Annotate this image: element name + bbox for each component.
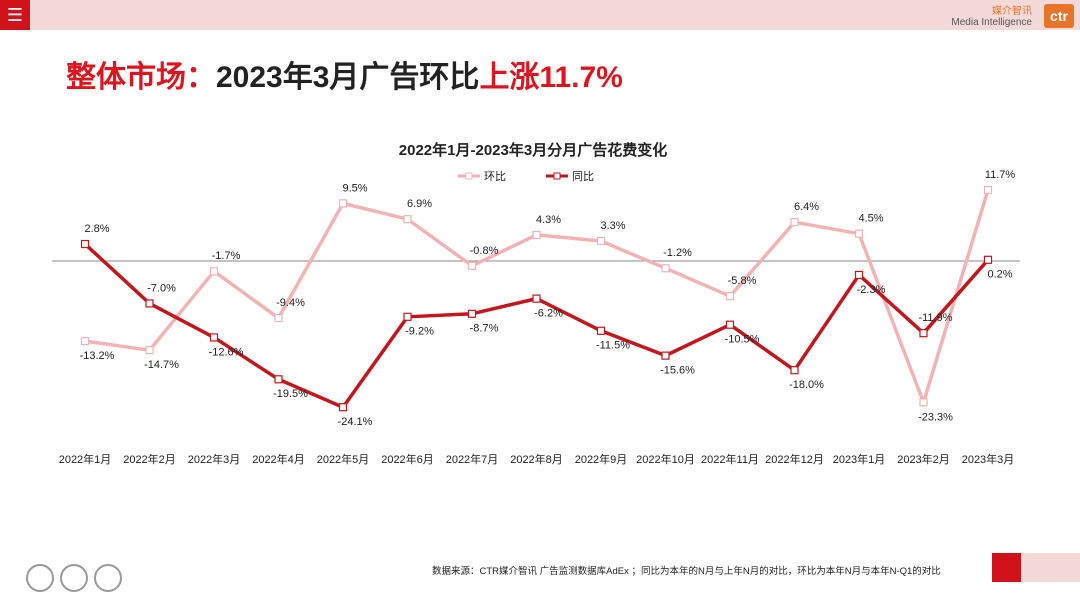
data-point [80, 239, 90, 249]
x-tick-label: 2022年8月 [510, 452, 563, 466]
x-tick-label: 2022年10月 [636, 452, 695, 466]
data-label: -15.6% [660, 365, 695, 377]
title-highlight: 上涨11.7% [479, 61, 623, 94]
data-point [854, 270, 864, 280]
data-point [532, 294, 541, 303]
title-prefix: 整体市场： [66, 61, 216, 94]
slide-title: 整体市场：2023年3月广告环比上涨11.7% [66, 52, 623, 96]
data-point [983, 255, 993, 264]
legend-marker [553, 172, 561, 180]
data-point [403, 312, 412, 321]
data-point [338, 199, 348, 208]
data-label: 3.3% [600, 220, 625, 232]
top-bar [0, 0, 1080, 30]
legend-label: 同比 [572, 170, 594, 183]
x-tick-label: 2023年2月 [897, 452, 950, 466]
data-point [919, 398, 928, 407]
data-label: -9.2% [405, 326, 434, 338]
data-label: 4.5% [858, 213, 883, 225]
data-point [983, 185, 993, 195]
data-point [661, 351, 670, 360]
data-label: -0.8% [470, 245, 499, 257]
data-point [596, 326, 606, 335]
x-tick-label: 2022年3月 [188, 452, 241, 466]
data-label: 6.4% [794, 201, 819, 213]
data-label: -2.3% [857, 284, 886, 296]
data-label: -23.3% [918, 411, 953, 423]
data-label: -1.2% [663, 247, 692, 259]
data-point [467, 261, 477, 270]
data-point [725, 292, 735, 301]
data-point [274, 313, 283, 323]
data-point [80, 336, 90, 346]
brand: 媒介智讯 Media Intelligence [951, 6, 1032, 28]
x-tick-label: 2023年3月 [962, 452, 1015, 466]
data-label: 0.2% [987, 269, 1012, 281]
series-line [83, 242, 990, 409]
x-tick-label: 2022年5月 [317, 452, 370, 466]
data-point [403, 215, 412, 224]
x-tick-label: 2022年6月 [381, 452, 434, 466]
sgs-badge [26, 564, 54, 592]
x-tick-label: 2022年1月 [59, 452, 112, 466]
data-point [725, 320, 735, 329]
footer-block [992, 553, 1021, 582]
data-label: -14.7% [144, 359, 179, 371]
data-label: -11.5% [596, 340, 630, 352]
data-label: -18.0% [789, 379, 824, 391]
data-point [854, 229, 864, 238]
brand-en: Media Intelligence [951, 17, 1032, 28]
data-label: 11.7% [985, 169, 1016, 181]
legend-label: 环比 [484, 170, 506, 183]
source-note: 数据来源：CTR媒介智讯 广告监测数据库AdEx ；同比为本年的N月与上年N月的… [432, 566, 941, 577]
data-label: -5.8% [728, 275, 757, 287]
data-label: -12.6% [209, 346, 244, 358]
data-point [209, 267, 219, 276]
menu-button[interactable]: ☰ [0, 0, 30, 30]
data-point [274, 375, 283, 384]
data-point [790, 218, 799, 227]
chart-title: 2022年1月-2023年3月分月广告花费变化 [399, 141, 667, 159]
data-label: 4.3% [536, 214, 561, 226]
data-point [596, 236, 606, 246]
data-label: -1.7% [212, 250, 241, 262]
data-label: -19.5% [273, 388, 308, 400]
data-point [467, 309, 477, 318]
data-point [145, 299, 154, 308]
data-label: -10.5% [725, 334, 760, 346]
data-point [532, 230, 541, 240]
footer-bar [1021, 553, 1080, 582]
x-tick-label: 2022年12月 [765, 452, 824, 466]
data-label: -9.4% [276, 297, 305, 309]
x-tick-label: 2022年7月 [446, 452, 499, 466]
x-tick-label: 2023年1月 [833, 452, 886, 466]
data-label: -13.2% [80, 350, 115, 362]
data-label: -11.9% [918, 312, 952, 324]
data-label: 6.9% [407, 198, 432, 210]
legend-marker [465, 172, 473, 180]
x-tick-label: 2022年2月 [123, 452, 176, 466]
data-point [661, 264, 670, 273]
data-label: -24.1% [338, 416, 373, 428]
x-tick-label: 2022年9月 [575, 452, 628, 466]
sgs-badge [60, 564, 88, 592]
brand-cn: 媒介智讯 [992, 6, 1032, 17]
data-point [338, 403, 348, 412]
data-label: -8.7% [470, 323, 499, 335]
data-point [209, 333, 219, 342]
x-tick-label: 2022年11月 [701, 452, 759, 466]
data-point [919, 329, 928, 338]
data-label: 2.8% [84, 223, 109, 235]
data-label: -7.0% [147, 282, 176, 294]
data-label: -6.2% [534, 308, 563, 320]
x-tick-label: 2022年4月 [252, 452, 305, 466]
logo: ctr [1044, 4, 1074, 28]
data-label: 9.5% [342, 182, 367, 194]
data-point [145, 346, 154, 355]
title-main: 2023年3月广告环比 [216, 61, 480, 94]
sgs-badge [94, 564, 122, 592]
data-point [790, 366, 799, 375]
